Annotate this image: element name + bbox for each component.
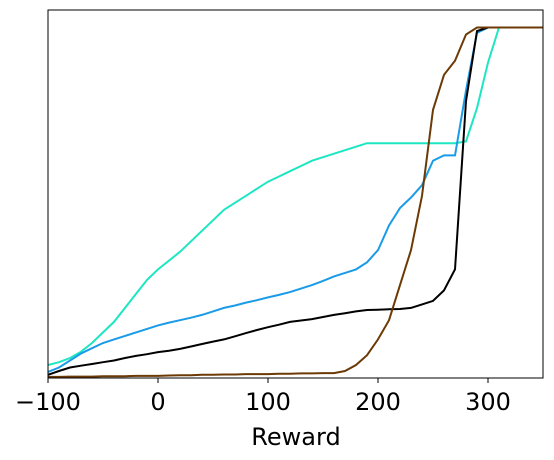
x-tick-label: 100: [245, 388, 291, 416]
x-tick-label: 300: [465, 388, 511, 416]
x-tick-label: 200: [355, 388, 401, 416]
series-line: [48, 26, 543, 378]
x-tick-label: −100: [15, 388, 81, 416]
x-axis-label: Reward: [251, 423, 340, 451]
series-line: [48, 26, 543, 376]
series-line: [48, 26, 543, 373]
x-tick-label: 0: [150, 388, 165, 416]
series-line: [48, 26, 543, 366]
plot-frame: [47, 9, 544, 379]
